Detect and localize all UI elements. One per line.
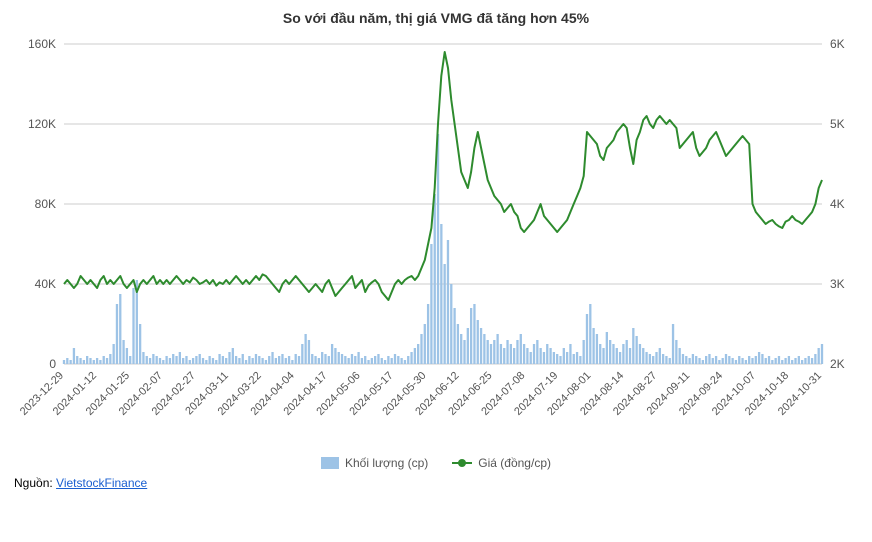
- svg-text:4K: 4K: [830, 197, 845, 211]
- svg-text:0: 0: [49, 357, 56, 371]
- source-line: Nguồn: VietstockFinance: [14, 476, 862, 490]
- source-label: Nguồn:: [14, 476, 53, 490]
- svg-text:120K: 120K: [28, 117, 56, 131]
- legend-price-label: Giá (đồng/cp): [478, 456, 551, 470]
- svg-text:160K: 160K: [28, 37, 56, 51]
- legend-price: Giá (đồng/cp): [452, 456, 551, 470]
- chart-svg: 040K80K120K160K2K3K4K5K6K2023-12-292024-…: [10, 34, 862, 454]
- chart-title: So với đầu năm, thị giá VMG đã tăng hơn …: [10, 10, 862, 26]
- svg-text:5K: 5K: [830, 117, 845, 131]
- chart-container: So với đầu năm, thị giá VMG đã tăng hơn …: [0, 0, 872, 542]
- legend-price-dot: [458, 459, 466, 467]
- legend-price-swatch: [452, 462, 472, 464]
- plot-area: 040K80K120K160K2K3K4K5K6K2023-12-292024-…: [10, 34, 862, 454]
- legend-volume-label: Khối lượng (cp): [345, 456, 428, 470]
- svg-text:6K: 6K: [830, 37, 845, 51]
- source-link[interactable]: VietstockFinance: [56, 476, 147, 490]
- svg-text:80K: 80K: [35, 197, 56, 211]
- legend: Khối lượng (cp) Giá (đồng/cp): [10, 456, 862, 470]
- svg-text:40K: 40K: [35, 277, 56, 291]
- svg-text:2K: 2K: [830, 357, 845, 371]
- svg-text:3K: 3K: [830, 277, 845, 291]
- legend-volume-swatch: [321, 457, 339, 469]
- legend-volume: Khối lượng (cp): [321, 456, 428, 470]
